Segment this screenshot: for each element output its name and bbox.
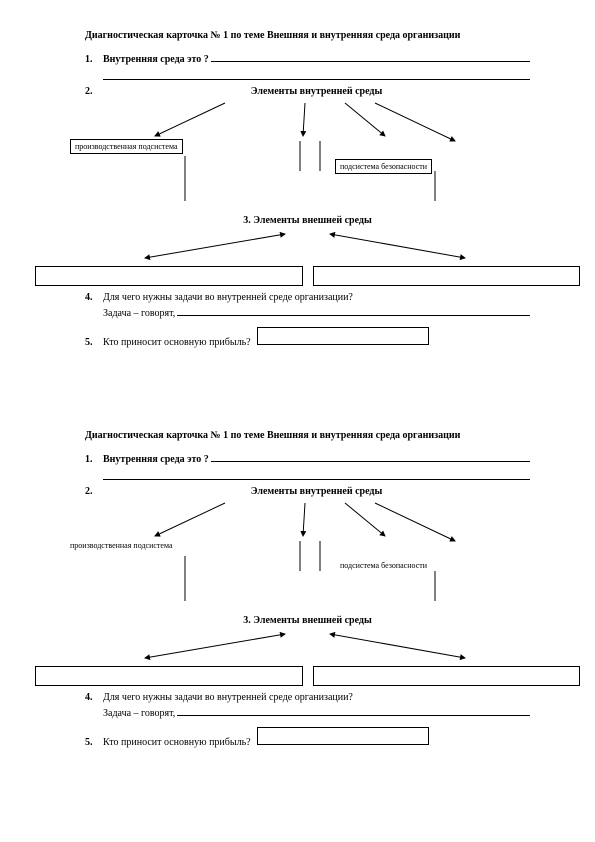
card-1: Диагностическая карточка № 1 по теме Вне… <box>85 30 530 352</box>
q1b-blank-2[interactable] <box>103 469 530 480</box>
q1-text: Внутренняя среда это ? <box>103 54 209 65</box>
q5-text: Кто приносит основную прибыль? <box>103 337 251 348</box>
q1-blank-2[interactable] <box>103 69 530 80</box>
q4b-blank[interactable] <box>177 705 530 716</box>
label-prod-2: производственная подсистема <box>70 541 173 550</box>
q1b-blank[interactable] <box>211 451 530 462</box>
q3: 3. Элементы внешней среды <box>85 215 530 226</box>
q5-num: 5. <box>85 337 103 348</box>
q3b: 3. Элементы внешней среды <box>85 615 530 626</box>
diagram-outer-2 <box>85 630 530 664</box>
arrows-inner <box>85 101 530 211</box>
label-sec-2: подсистема безопасности <box>340 561 427 570</box>
q3-answers <box>35 266 580 286</box>
q1b: 1. Внутренняя среда это ? <box>85 451 530 465</box>
q3b-ans-2[interactable] <box>313 666 581 686</box>
diagram-inner-2: производственная подсистема подсистема б… <box>85 501 530 611</box>
q1-num: 1. <box>85 54 103 65</box>
q2: 2. Элементы внутренней среды <box>85 86 530 97</box>
q4b: 4. Для чего нужны задачи во внутренней с… <box>85 692 530 703</box>
arrows-outer-2 <box>85 630 530 664</box>
q4b-sub: Задача – говорят, <box>85 705 530 719</box>
q4-sub-prefix: Задача – говорят, <box>103 308 175 319</box>
q2-num: 2. <box>85 86 103 97</box>
q5b-ans[interactable] <box>257 727 429 745</box>
q3-ans-1[interactable] <box>35 266 303 286</box>
q3-head: Элементы внешней среды <box>253 215 372 226</box>
q3b-answers <box>35 666 580 686</box>
q5-ans[interactable] <box>257 327 429 345</box>
q1: 1. Внутренняя среда это ? <box>85 51 530 65</box>
diagram-inner: производственная подсистема подсистема б… <box>85 101 530 211</box>
q3-ans-2[interactable] <box>313 266 581 286</box>
q1-blank[interactable] <box>211 51 530 62</box>
arrows-outer <box>85 230 530 264</box>
q3b-ans-1[interactable] <box>35 666 303 686</box>
q5: 5. Кто приносит основную прибыль? <box>85 327 530 348</box>
box-sec: подсистема безопасности <box>335 159 432 174</box>
q4-text: Для чего нужны задачи во внутренней сред… <box>103 292 353 303</box>
q4-blank[interactable] <box>177 305 530 316</box>
q2-head: Элементы внутренней среды <box>103 86 530 97</box>
q4-num: 4. <box>85 292 103 303</box>
q3-num: 3. <box>243 215 251 226</box>
q5b: 5. Кто приносит основную прибыль? <box>85 727 530 748</box>
q4-sub: Задача – говорят, <box>85 305 530 319</box>
box-prod: производственная подсистема <box>70 139 183 154</box>
card-2: Диагностическая карточка № 1 по теме Вне… <box>85 430 530 752</box>
card-title: Диагностическая карточка № 1 по теме Вне… <box>85 30 530 41</box>
q2b: 2. Элементы внутренней среды <box>85 486 530 497</box>
card-title-2: Диагностическая карточка № 1 по теме Вне… <box>85 430 530 441</box>
arrows-inner-2 <box>85 501 530 611</box>
diagram-outer <box>85 230 530 264</box>
q4: 4. Для чего нужны задачи во внутренней с… <box>85 292 530 303</box>
